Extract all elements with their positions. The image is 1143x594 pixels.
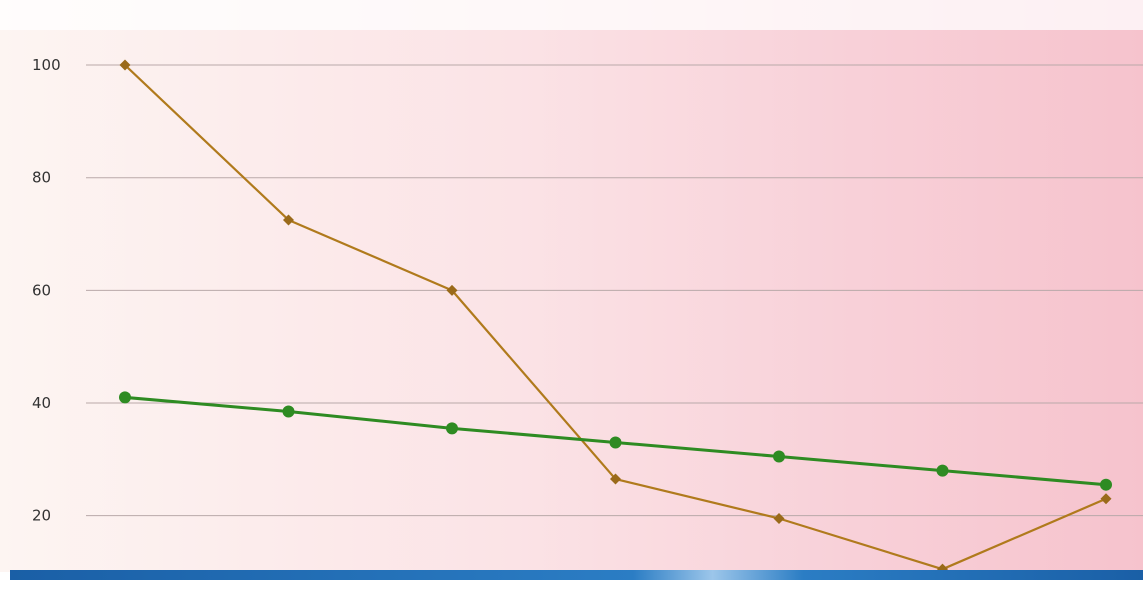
data-point <box>119 59 131 71</box>
y-tick-label: 100 <box>32 56 61 74</box>
plot-background <box>0 0 1143 572</box>
y-tick-label: 60 <box>32 281 51 299</box>
y-axis-tick-labels: 20 40 60 80 100 <box>32 56 61 525</box>
series-group <box>119 59 1112 575</box>
grid-lines <box>86 64 1143 517</box>
data-point <box>773 450 785 463</box>
top-fade <box>0 0 1143 30</box>
y-tick-label: 80 <box>32 169 51 187</box>
data-point <box>936 464 949 477</box>
data-point <box>1100 478 1112 491</box>
data-point <box>446 422 458 435</box>
y-tick-label: 40 <box>32 394 51 412</box>
data-point <box>283 214 294 226</box>
y-tick-label: 20 <box>32 507 51 525</box>
data-point <box>1100 493 1112 505</box>
series-1 <box>119 391 1112 491</box>
bottom-margin <box>0 580 1143 594</box>
data-point <box>119 391 131 404</box>
data-point <box>282 405 295 418</box>
data-point <box>610 473 621 485</box>
series-0 <box>119 59 1112 575</box>
data-point <box>773 512 785 524</box>
data-point <box>446 284 458 296</box>
data-point <box>609 436 622 449</box>
bottom-blue-bar <box>10 570 1143 580</box>
